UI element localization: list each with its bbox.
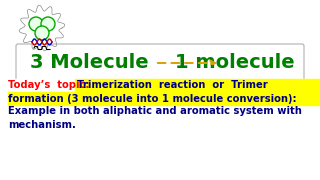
Bar xyxy=(8,79,320,92)
Text: Trimerization  reaction  or  Trimer: Trimerization reaction or Trimer xyxy=(77,80,268,91)
Circle shape xyxy=(35,26,49,40)
Text: 1 molecule: 1 molecule xyxy=(175,53,295,73)
Text: mechanism.: mechanism. xyxy=(8,120,76,129)
Bar xyxy=(75,79,320,92)
Text: Example in both aliphatic and aromatic system with: Example in both aliphatic and aromatic s… xyxy=(8,107,302,116)
Circle shape xyxy=(29,17,43,31)
Text: 3 Molecule: 3 Molecule xyxy=(30,53,148,73)
Text: Today’s  topic:: Today’s topic: xyxy=(8,80,90,91)
Text: formation (3 molecule into 1 molecule conversion):: formation (3 molecule into 1 molecule co… xyxy=(8,93,297,103)
Bar xyxy=(8,92,320,105)
Circle shape xyxy=(41,17,55,31)
FancyBboxPatch shape xyxy=(16,44,304,82)
